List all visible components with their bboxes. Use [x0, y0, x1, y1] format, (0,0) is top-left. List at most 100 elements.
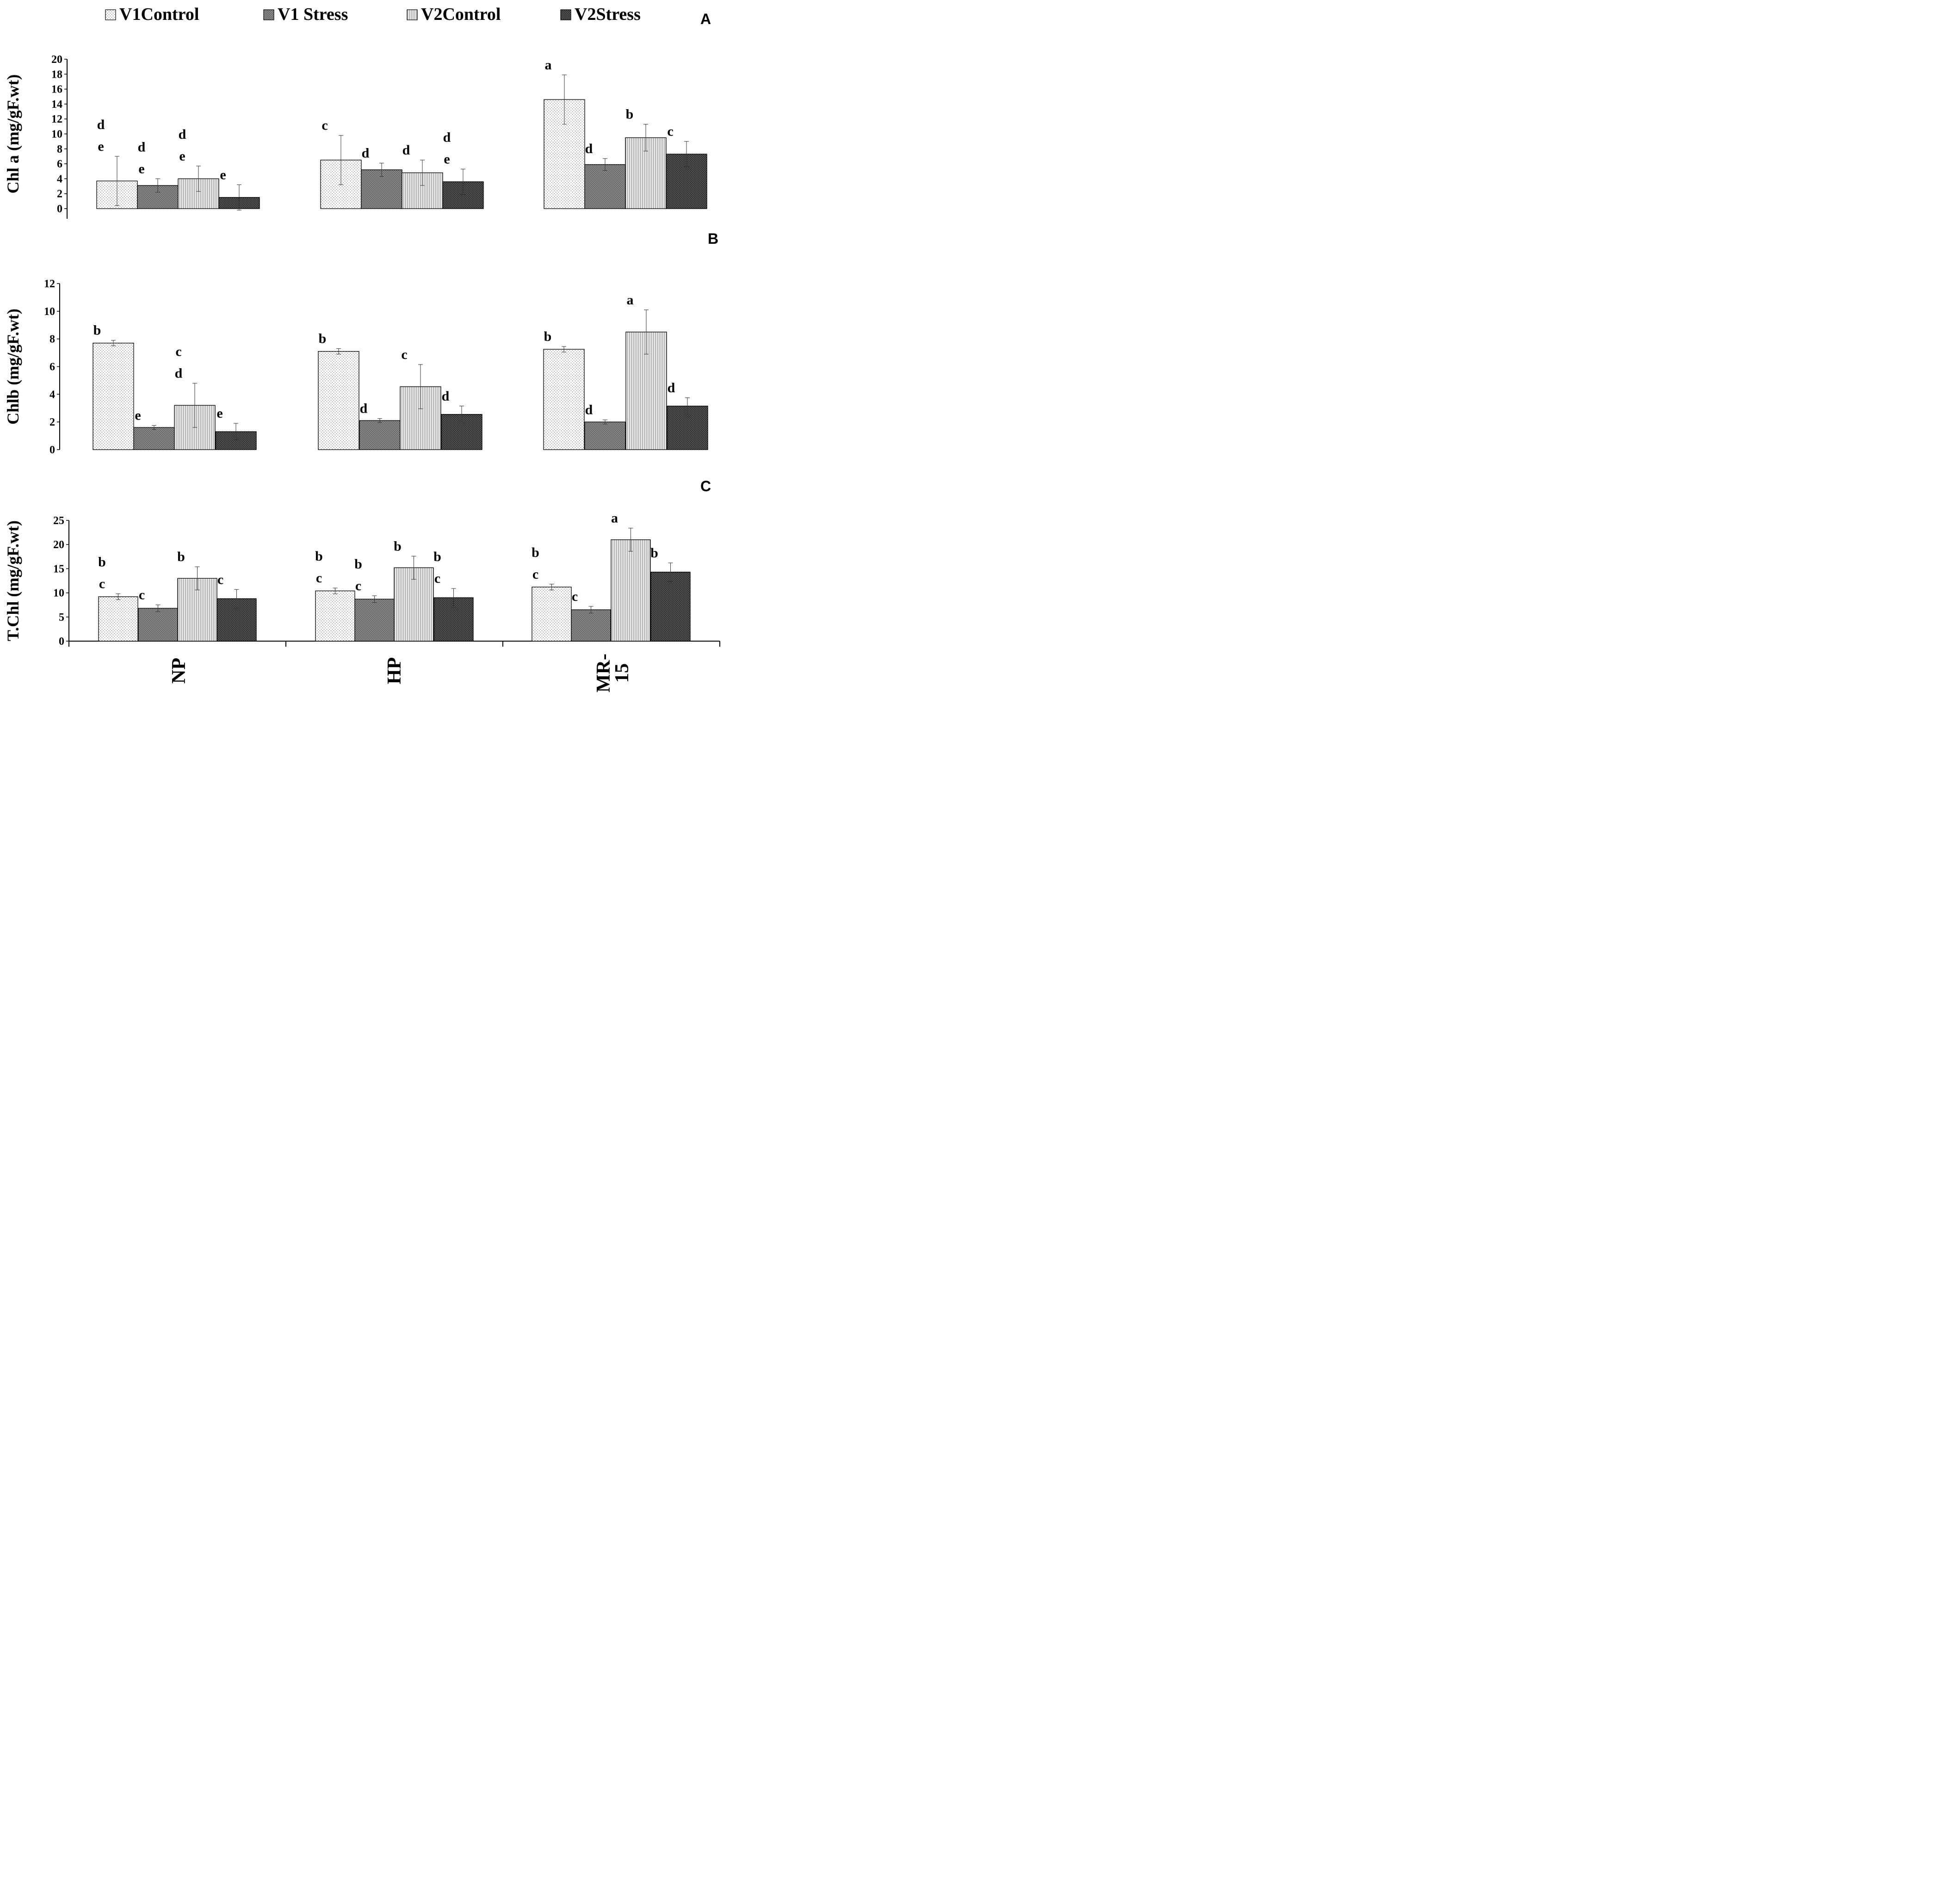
significance-letter-C: c	[139, 587, 145, 603]
y-tick-label-B: 10	[44, 306, 55, 318]
significance-letter-C: b	[98, 555, 106, 570]
y-tick-label-A: 8	[57, 143, 62, 155]
x-category-label: NP	[168, 658, 190, 684]
legend-label-3: V2Control	[421, 5, 501, 24]
y-tick-label-A: 10	[51, 129, 62, 141]
significance-letter-B: d	[585, 402, 593, 418]
significance-letter-C: b	[394, 538, 402, 554]
y-tick-label-A: 4	[57, 173, 62, 185]
significance-letter-A: d	[402, 142, 410, 158]
y-tick-label-A: 18	[51, 68, 62, 80]
significance-letter-A: d	[362, 145, 370, 161]
significance-letter-A: c	[322, 118, 328, 133]
y-tick-label-A: 2	[57, 188, 62, 200]
significance-letter-C: a	[611, 511, 618, 526]
bar-B-NP-V1Stress	[133, 427, 175, 450]
significance-letter-A: e	[220, 167, 226, 182]
bar-C-MR-15-V1Stress	[571, 609, 611, 642]
y-tick-label-B: 2	[49, 416, 55, 428]
y-tick-label-C: 15	[53, 563, 64, 575]
bar-A-MR-15-V1Stress	[584, 164, 626, 209]
chart-svg: V1Control V1 Stress V2Control V2Stress A 0 2 4 6…	[4, 5, 720, 692]
significance-letter-B: e	[135, 408, 141, 423]
significance-letter-A: d	[97, 117, 105, 132]
significance-letter-B: c	[401, 347, 407, 362]
significance-letter-A: e	[138, 161, 144, 176]
bar-B-HP-V1Stress	[359, 420, 401, 450]
significance-letter-B: d	[668, 380, 675, 396]
chart-figure: V1Control V1 Stress V2Control V2Stress A 0 2 4 6…	[0, 0, 723, 698]
significance-letter-A: e	[98, 139, 104, 154]
significance-letter-A: e	[179, 148, 185, 164]
significance-letter-C: b	[177, 549, 185, 564]
bar-C-MR-15-V2Stress	[650, 572, 691, 642]
significance-letter-C: c	[99, 576, 105, 592]
bar-C-MR-15-V1Control	[532, 587, 572, 642]
significance-letter-B: c	[175, 344, 181, 359]
significance-letter-C: c	[316, 570, 322, 586]
y-tick-label-B: 6	[49, 361, 55, 373]
significance-letter-C: b	[532, 545, 539, 560]
significance-letter-C: c	[572, 589, 578, 604]
significance-letter-B: b	[319, 331, 327, 346]
y-tick-label-B: 0	[49, 444, 55, 456]
significance-letter-B: d	[175, 365, 183, 381]
bar-C-HP-V1Stress	[354, 599, 395, 642]
panel-tag-A: A	[700, 11, 711, 27]
legend-swatch-3	[407, 9, 418, 20]
y-axis-label-B: Chlb (mg/gF.wt)	[4, 309, 22, 425]
significance-letter-B: e	[216, 406, 223, 421]
y-tick-label-C: 20	[53, 539, 64, 551]
bar-B-NP-V1Control	[93, 342, 134, 450]
panel-tag-C: C	[700, 478, 711, 494]
significance-letter-A: b	[626, 107, 634, 122]
y-tick-label-C: 0	[59, 636, 64, 648]
legend-swatch-4	[560, 9, 571, 20]
significance-letter-A: c	[667, 124, 673, 139]
bar-C-HP-V2Control	[394, 567, 434, 642]
y-tick-label-C: 10	[53, 587, 64, 599]
y-tick-label-A: 14	[51, 99, 62, 111]
legend-swatch-1	[105, 9, 116, 20]
bar-B-HP-V1Control	[318, 351, 359, 450]
y-axis-label-A: Chl a (mg/gF.wt)	[4, 74, 22, 194]
y-tick-label-B: 8	[49, 334, 55, 346]
significance-letter-A: a	[545, 57, 552, 73]
legend-swatch-2	[263, 9, 274, 20]
panel-tag-B: B	[708, 230, 718, 247]
y-tick-label-A: 0	[57, 203, 62, 215]
x-category-label: MR-15	[593, 654, 633, 692]
significance-letter-C: b	[650, 545, 658, 561]
legend-label-4: V2Stress	[575, 5, 641, 24]
significance-letter-B: b	[544, 329, 552, 344]
significance-letter-C: b	[354, 556, 362, 572]
significance-letter-B: b	[93, 323, 101, 338]
y-tick-label-C: 25	[53, 515, 64, 527]
significance-letter-A: d	[443, 130, 451, 145]
y-tick-label-A: 20	[51, 54, 62, 66]
bar-C-MR-15-V2Control	[611, 539, 651, 642]
significance-letter-B: a	[627, 292, 634, 308]
bar-C-HP-V1Control	[315, 590, 355, 642]
y-tick-label-C: 5	[59, 612, 64, 624]
legend-label-2: V1 Stress	[278, 5, 348, 24]
y-tick-label-A: 12	[51, 113, 62, 125]
bar-B-MR-15-V1Stress	[584, 421, 626, 450]
y-tick-label-A: 16	[51, 84, 62, 96]
significance-letter-A: d	[179, 127, 186, 142]
significance-letter-B: d	[360, 401, 368, 416]
significance-letter-C: b	[433, 549, 441, 564]
significance-letter-A: d	[585, 141, 593, 156]
x-category-label: HP	[384, 657, 405, 684]
significance-letter-C: b	[315, 549, 323, 564]
y-axis-label-C: T.Chl (mg/gF.wt)	[4, 520, 22, 641]
bar-C-NP-V1Control	[98, 596, 138, 642]
bar-C-NP-V1Stress	[138, 608, 178, 642]
bar-B-MR-15-V1Control	[543, 349, 585, 450]
significance-letter-C: c	[355, 578, 361, 593]
significance-letter-C: c	[217, 572, 223, 587]
significance-letter-A: e	[444, 151, 450, 167]
legend-label-1: V1Control	[119, 5, 199, 24]
significance-letter-A: d	[138, 139, 146, 154]
y-tick-label-B: 12	[44, 278, 55, 290]
